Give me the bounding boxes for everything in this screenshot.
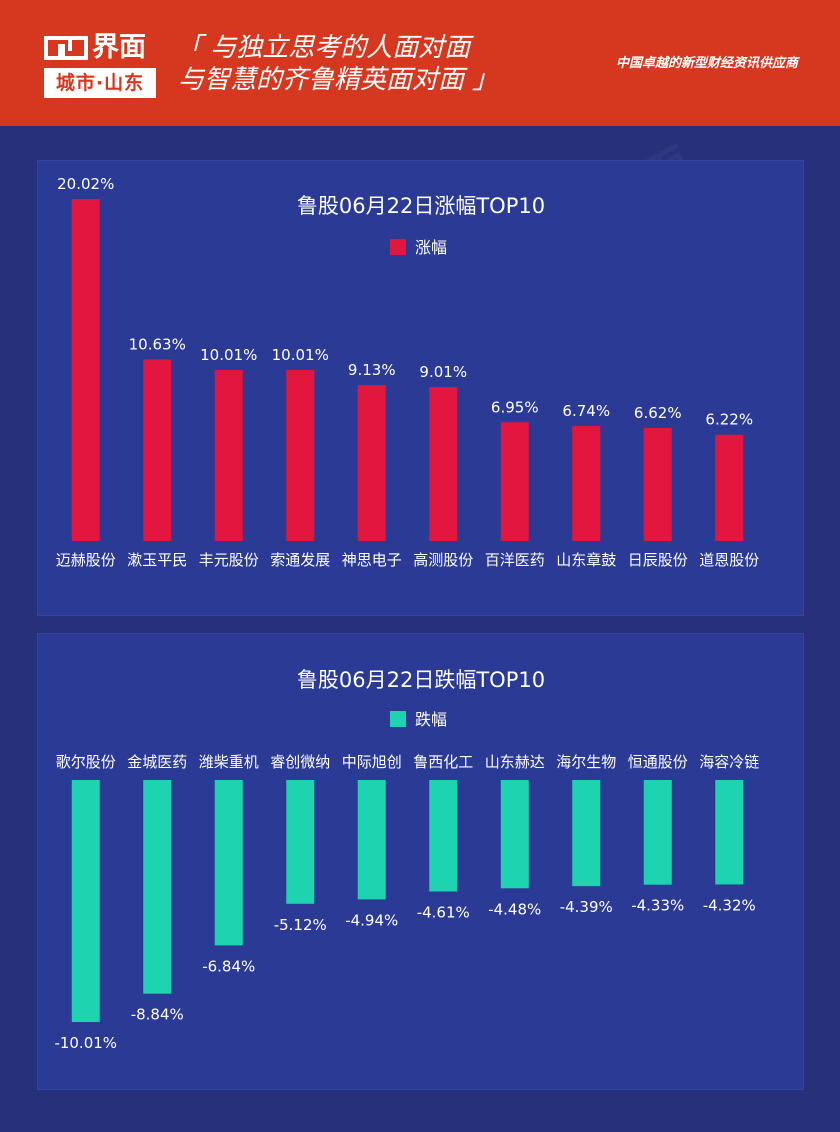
category-label: 歌尔股份 <box>56 753 116 771</box>
logo-main-text: 界面 <box>92 32 146 63</box>
bar <box>286 370 315 541</box>
bar <box>214 780 243 946</box>
data-label: 9.13% <box>348 361 396 379</box>
bar <box>214 370 243 541</box>
data-label: -8.84% <box>131 1006 184 1024</box>
tagline: 中国卓越的新型财经资讯供应商 <box>615 56 798 71</box>
bar <box>643 780 672 885</box>
logo-mark-icon <box>44 35 88 61</box>
legend-label: 跌幅 <box>415 710 447 729</box>
bar <box>643 427 672 541</box>
category-label: 日辰股份 <box>628 551 688 569</box>
category-label: 山东章鼓 <box>556 551 616 569</box>
category-label: 百洋医药 <box>485 551 545 569</box>
chart-title: 鲁股06月22日跌幅TOP10 <box>297 668 545 692</box>
data-label: -4.48% <box>488 900 541 918</box>
bar <box>286 780 315 904</box>
category-label: 索通发展 <box>270 551 330 569</box>
category-label: 漱玉平民 <box>127 551 187 569</box>
data-label: 20.02% <box>57 175 114 193</box>
category-label: 中际旭创 <box>342 753 402 771</box>
slogan: 「 与独立思考的人面对面 与智慧的齐鲁精英面对面 」 <box>176 32 498 96</box>
data-label: -4.32% <box>703 896 756 914</box>
data-label: -4.94% <box>345 911 398 929</box>
category-label: 睿创微纳 <box>270 753 330 771</box>
data-label: -4.61% <box>417 903 470 921</box>
category-label: 潍柴重机 <box>199 753 259 771</box>
losers-chart: 鲁股06月22日跌幅TOP10 跌幅 -10.01% 歌尔股份 -8.84% 金城医药 -6… <box>54 668 759 1052</box>
slogan-line-1: 「 与独立思考的人面对面 <box>176 33 471 63</box>
data-label: 9.01% <box>419 363 467 381</box>
data-label: 10.01% <box>200 346 257 364</box>
jiemian-logo: 界面 城市·山东 <box>44 30 160 100</box>
category-label: 鲁西化工 <box>413 753 473 771</box>
category-label: 海尔生物 <box>556 753 616 771</box>
bar <box>143 780 172 994</box>
bar <box>500 780 529 889</box>
footer-strip <box>0 1106 840 1132</box>
category-label: 神思电子 <box>342 551 402 569</box>
slogan-line-2: 与智慧的齐鲁精英面对面 」 <box>178 65 499 95</box>
category-label: 山东赫达 <box>485 753 545 771</box>
bar <box>715 434 744 541</box>
gainers-chart: 鲁股06月22日涨幅TOP10 涨幅 20.02% 迈赫股份 10.63% 漱玉平民 10.… <box>56 175 760 569</box>
bar <box>429 387 458 541</box>
category-label: 金城医药 <box>127 753 187 771</box>
data-label: -4.39% <box>560 898 613 916</box>
data-label: -4.33% <box>631 897 684 915</box>
data-label: 6.22% <box>705 411 753 429</box>
bar <box>71 199 100 541</box>
category-label: 恒通股份 <box>628 753 688 771</box>
bar <box>715 780 744 885</box>
data-label: 6.74% <box>562 402 610 420</box>
bar <box>357 780 386 900</box>
legend-label: 涨幅 <box>415 238 447 257</box>
gainers-chart-panel: 鲁股06月22日涨幅TOP10 涨幅 20.02% 迈赫股份 10.63% 漱玉平民 10.… <box>37 160 804 616</box>
category-label: 道恩股份 <box>699 551 759 569</box>
data-label: 10.01% <box>272 346 329 364</box>
category-label: 高测股份 <box>413 551 473 569</box>
bar <box>143 359 172 541</box>
data-label: -5.12% <box>274 916 327 934</box>
chart-title: 鲁股06月22日涨幅TOP10 <box>297 194 545 218</box>
data-label: -6.84% <box>202 957 255 975</box>
category-label: 迈赫股份 <box>56 551 116 569</box>
bar <box>429 780 458 892</box>
bar <box>572 780 601 887</box>
data-label: 6.62% <box>634 404 682 422</box>
data-label: 10.63% <box>129 335 186 353</box>
bar <box>357 385 386 541</box>
bar <box>71 780 100 1022</box>
bar <box>572 425 601 541</box>
header-banner: 界面 城市·山东 「 与独立思考的人面对面 与智慧的齐鲁精英面对面 」 中国卓越… <box>0 0 840 126</box>
legend-swatch <box>390 711 406 727</box>
legend-swatch <box>390 239 406 255</box>
data-label: 6.95% <box>491 398 539 416</box>
category-label: 丰元股份 <box>199 551 259 569</box>
logo-sub-text: 城市·山东 <box>44 68 156 98</box>
category-label: 海容冷链 <box>699 753 759 771</box>
losers-chart-panel: 鲁股06月22日跌幅TOP10 跌幅 -10.01% 歌尔股份 -8.84% 金城医药 -6… <box>37 633 804 1090</box>
bar <box>500 422 529 541</box>
data-label: -10.01% <box>54 1034 117 1052</box>
